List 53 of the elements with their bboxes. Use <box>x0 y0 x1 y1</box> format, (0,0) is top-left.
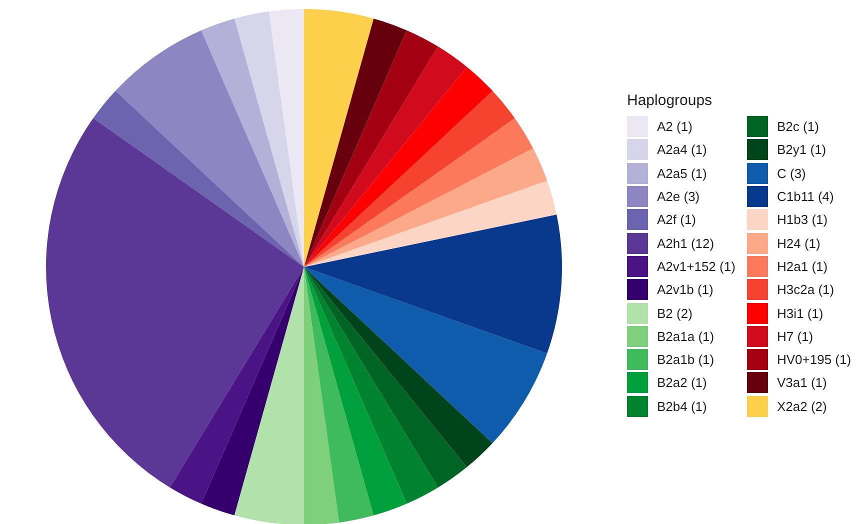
pie-slice <box>234 11 304 267</box>
legend-label: H2a1 (1) <box>777 258 828 274</box>
pie-slice <box>304 180 557 267</box>
legend-label: B2a1b (1) <box>657 352 714 368</box>
pie-slice <box>304 267 407 516</box>
legend-label: C1b11 (4) <box>777 189 834 204</box>
pie-slice <box>304 90 515 267</box>
pie-slice <box>201 267 304 516</box>
pie-slice <box>304 267 467 488</box>
pie-slice <box>304 267 548 444</box>
legend-label: A2h1 (12) <box>657 236 714 251</box>
pie-slice <box>234 267 304 524</box>
pie-slice <box>304 148 548 267</box>
legend-label: H3i1 (1) <box>777 306 824 321</box>
pie-slice <box>304 9 374 267</box>
pie-slice <box>304 18 407 267</box>
legend-label: A2a5 (1) <box>657 166 707 181</box>
legend-label: A2a4 (1) <box>657 142 707 158</box>
pie-slice <box>93 90 304 267</box>
legend-label: B2 (2) <box>657 306 692 321</box>
legend-title: Haplogroups <box>627 92 714 109</box>
pie-slice <box>304 267 438 504</box>
pie-slice <box>170 267 304 504</box>
pie-slice <box>304 118 534 267</box>
legend-label: B2b4 (1) <box>657 398 707 414</box>
pie-slice <box>268 9 304 267</box>
legend-label: A2v1+152 (1) <box>657 258 736 274</box>
legend-label: B2c (1) <box>777 119 819 134</box>
pie-slice <box>115 30 304 267</box>
legend-label: HV0+195 (1) <box>777 352 852 368</box>
legend-label: H24 (1) <box>777 236 820 251</box>
legend-label: H1b3 (1) <box>777 212 828 228</box>
pie-slice <box>304 66 493 267</box>
legend-label: C (3) <box>777 166 806 181</box>
pie-slice <box>304 267 374 523</box>
pie-slice <box>201 18 304 267</box>
legend-label: B2y1 (1) <box>777 142 826 158</box>
pie-slice <box>46 118 304 488</box>
legend-label: B2a2 (1) <box>657 375 707 390</box>
legend-label: X2a2 (2) <box>777 398 827 414</box>
legend-label: V3a1 (1) <box>777 375 827 390</box>
legend-label: A2 (1) <box>657 119 692 134</box>
pie-slice <box>304 46 467 267</box>
pie-slice <box>304 267 493 468</box>
legend-label: A2v1b (1) <box>657 282 714 298</box>
legend-label: A2e (3) <box>657 189 700 204</box>
legend-label: B2a1a (1) <box>657 328 714 344</box>
pie-slice <box>304 30 438 267</box>
legend-label: H3c2a (1) <box>777 282 834 298</box>
legend-label: A2f (1) <box>657 212 696 228</box>
pie-slice <box>304 267 340 524</box>
pie-slice <box>304 214 562 354</box>
legend-label: H7 (1) <box>777 328 814 344</box>
